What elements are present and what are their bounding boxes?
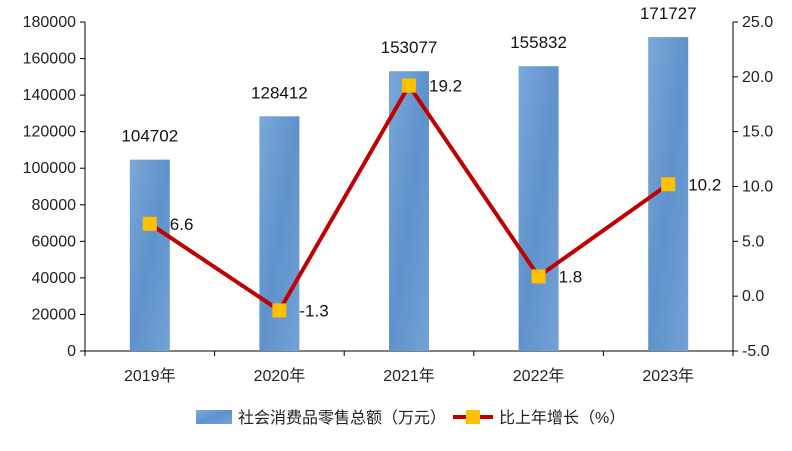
y-left-tick-label: 0	[67, 343, 76, 360]
y-right-tick-label: 5.0	[742, 233, 764, 250]
y-left-tick-label: 80000	[32, 197, 77, 214]
axes: 0 20000 40000 60000 80000 100000 120000 140000 1…	[23, 14, 774, 385]
line-value-label: 10.2	[688, 175, 721, 194]
bar	[389, 71, 429, 351]
x-tick-label: 2019年	[124, 367, 176, 385]
y-left-tick-label: 180000	[23, 14, 76, 31]
legend-label-line: 比上年增长（%）	[499, 409, 625, 427]
line-value-label: 19.2	[429, 77, 462, 96]
bar	[129, 159, 170, 351]
line-marker	[142, 216, 157, 231]
y-left-tick-label: 140000	[23, 87, 76, 104]
bar-value-label: 155832	[510, 33, 567, 52]
bar	[518, 66, 559, 351]
legend-label-bar: 社会消费品零售总额（万元）	[238, 409, 446, 427]
bar-value-label: 153077	[381, 38, 438, 57]
y-left-tick-label: 160000	[23, 51, 76, 68]
y-right-tick-label: 15.0	[742, 124, 773, 141]
bar-value-label: 128412	[251, 83, 308, 102]
x-tick-label: 2023年	[642, 367, 694, 385]
line-value-label: 6.6	[170, 215, 194, 234]
line-marker	[531, 269, 546, 284]
y-right-tick-label: -5.0	[742, 343, 770, 360]
legend: 社会消费品零售总额（万元） 比上年增长（%）	[196, 409, 625, 427]
y-left-tick-label: 20000	[32, 306, 77, 323]
y-right-tick-label: 10.0	[742, 179, 773, 196]
legend-swatch-bar	[196, 410, 232, 424]
bar-value-label: 104702	[121, 127, 178, 146]
y-right-tick-label: 25.0	[742, 14, 773, 31]
y-left-tick-label: 40000	[32, 270, 77, 287]
line-marker	[661, 177, 676, 192]
y-right-tick-label: 0.0	[742, 288, 764, 305]
bar-series	[129, 37, 689, 351]
line-series	[142, 78, 676, 318]
y-right-tick-label: 20.0	[742, 69, 773, 86]
x-tick-label: 2022年	[513, 367, 565, 385]
data-labels: 104702 128412 153077 155832 171727 6.6 -1.3 19.…	[121, 4, 721, 320]
y-left-tick-label: 60000	[32, 233, 77, 250]
line-marker	[272, 303, 287, 318]
line-marker	[402, 78, 416, 93]
line-value-label: 1.8	[559, 267, 583, 286]
y-left-tick-label: 100000	[23, 160, 76, 177]
x-tick-label: 2020年	[254, 367, 306, 385]
legend-swatch-marker	[466, 410, 480, 424]
bar-value-label: 171727	[640, 4, 697, 23]
y-left-tick-label: 120000	[23, 124, 76, 141]
line-value-label: -1.3	[299, 301, 328, 320]
x-tick-label: 2021年	[383, 367, 435, 385]
